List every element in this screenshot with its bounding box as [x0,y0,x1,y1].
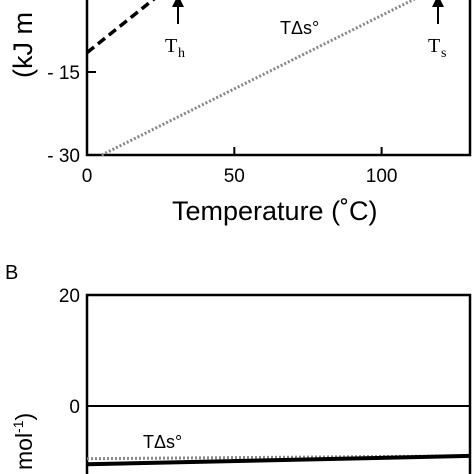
th-annotation: T h [165,0,185,61]
panel-b-series-line-2 [86,453,471,467]
tds-label-a: TΔs° [280,18,319,38]
tds-label-b: TΔs° [143,432,182,452]
ts-subscript: s [441,46,446,61]
panel-a-series [85,0,416,157]
ts-annotation: T s [428,0,446,61]
panel-a-series-line-0 [85,0,156,54]
panel-b: B 20 0 TΔs° mol-1) [5,262,472,474]
y-axis-title-b-close: ) [11,413,37,421]
y-axis-title-b-main: mol [11,433,37,470]
y-axis-title-a: (kJ m [8,12,38,78]
panel-a-y-tick-label-1: - 30 [47,146,80,167]
th-subscript: h [178,46,185,61]
ts-label: T [428,35,440,57]
panel-a-frame [85,0,472,157]
panel-b-series [86,405,471,467]
panel-a-x-tick-label-1: 50 [224,166,245,187]
y-axis-title-b: mol-1) [10,413,37,470]
panel-a-series-line-1 [101,0,416,157]
y-axis-title-b-sup: -1 [10,420,26,433]
panel-a-x-tick-label-0: 0 [82,166,93,187]
panel-a-x-tick-label-2: 100 [366,166,398,187]
x-axis-title-a: Temperature (˚C) [172,196,378,226]
panel-b-y-ticks: 20 0 [59,286,96,418]
panel-label-b: B [5,262,18,284]
panel-b-y-tick-label-1: 0 [69,397,80,418]
th-label: T [165,35,177,57]
panel-a-y-tick-label-0: - 15 [47,63,80,84]
panel-a: - 15 - 30 0 50 100 T h T s TΔs° Temperature… [8,0,472,226]
panel-a-y-ticks: - 15 - 30 [47,63,96,167]
panel-b-y-tick-label-0: 20 [59,286,80,307]
panel-a-x-ticks: 0 50 100 [82,147,398,187]
svg-text:mol-1): mol-1) [10,413,37,470]
panel-b-frame [85,293,472,474]
